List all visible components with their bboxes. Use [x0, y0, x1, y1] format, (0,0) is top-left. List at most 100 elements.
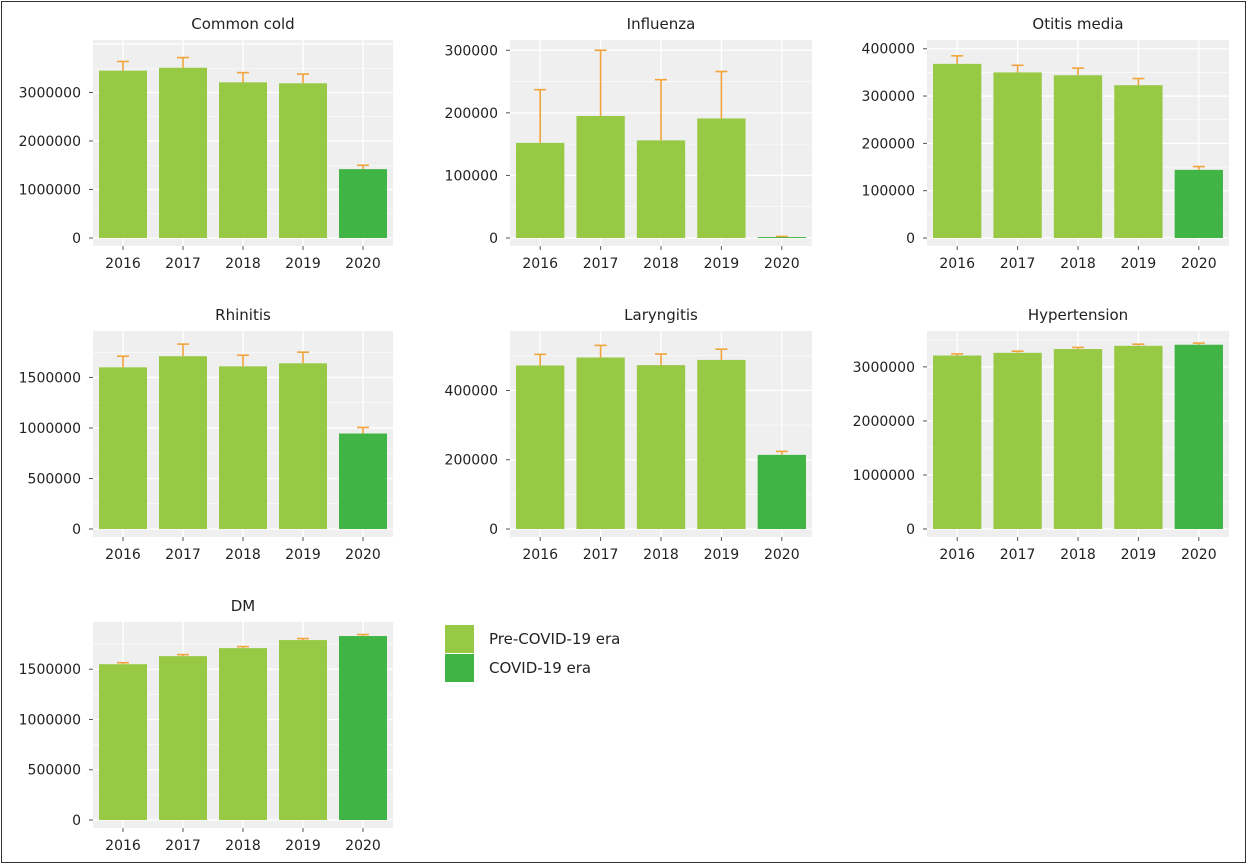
x-tick-label: 2016 [939, 547, 975, 563]
y-tick-label: 0 [72, 813, 81, 829]
y-tick-label: 200000 [445, 106, 498, 122]
bar-2019 [1114, 85, 1163, 238]
bar-2018 [1053, 349, 1103, 529]
chart-title: Influenza [627, 15, 696, 33]
y-tick-label: 300000 [862, 89, 915, 105]
chart-title: Common cold [191, 15, 294, 33]
chart-title: Hypertension [1028, 306, 1128, 324]
bar-2019 [279, 363, 327, 529]
x-tick-label: 2020 [345, 256, 381, 272]
y-tick-label: 200000 [862, 136, 915, 152]
bar-2016 [99, 664, 147, 820]
y-tick-label: 0 [489, 231, 498, 247]
bar-2020 [339, 636, 387, 820]
chart-dm: DM 0 500000 1000000 1500000 2016 2017 2018 2019 2… [19, 597, 393, 854]
y-tick-label: 3000000 [853, 360, 915, 376]
y-tick-label: 1000000 [19, 183, 81, 199]
x-tick-label: 2016 [105, 547, 141, 563]
x-tick-label: 2018 [225, 547, 261, 563]
bar-2018 [636, 365, 686, 529]
x-tick-label: 2018 [225, 838, 261, 854]
x-tick-label: 2016 [105, 256, 141, 272]
bar-2020 [757, 237, 806, 238]
x-tick-label: 2018 [1060, 547, 1096, 563]
x-tick-label: 2019 [285, 256, 321, 272]
bar-2016 [99, 70, 147, 238]
y-tick-label: 1000000 [853, 468, 915, 484]
x-tick-label: 2019 [285, 547, 321, 563]
chart-hypertension: Hypertension 0 1000000 2000000 3000000 2016 20… [853, 306, 1229, 563]
bar-2019 [1114, 345, 1163, 529]
x-tick-label: 2018 [643, 256, 679, 272]
bar-2016 [516, 142, 565, 238]
x-tick-label: 2017 [1000, 547, 1036, 563]
x-tick-label: 2020 [764, 256, 800, 272]
chart-laryngitis: Laryngitis 0 200000 400000 2016 2017 2018 2019 2… [445, 306, 812, 563]
bar-2020 [1174, 344, 1223, 529]
bar-2019 [279, 83, 327, 238]
y-tick-label: 1000000 [19, 421, 81, 437]
x-tick-label: 2017 [165, 256, 201, 272]
bar-2018 [1053, 75, 1103, 238]
y-tick-label: 500000 [28, 763, 81, 779]
bar-2016 [933, 355, 982, 529]
bar-2019 [697, 359, 746, 529]
x-tick-label: 2020 [345, 547, 381, 563]
bar-2017 [993, 352, 1042, 529]
bar-2017 [576, 357, 625, 529]
y-tick-label: 1500000 [19, 370, 81, 386]
bar-2017 [576, 115, 625, 238]
x-tick-label: 2017 [583, 547, 619, 563]
y-tick-label: 0 [72, 522, 81, 538]
bar-2018 [636, 140, 686, 238]
y-tick-label: 0 [489, 522, 498, 538]
y-tick-label: 2000000 [853, 414, 915, 430]
bar-2020 [1174, 169, 1223, 238]
bar-2016 [516, 365, 565, 529]
x-tick-label: 2017 [583, 256, 619, 272]
chart-title: DM [231, 597, 256, 615]
y-tick-label: 3000000 [19, 86, 81, 102]
x-tick-label: 2017 [165, 547, 201, 563]
bar-2020 [757, 454, 806, 529]
x-tick-label: 2018 [225, 256, 261, 272]
y-tick-label: 300000 [445, 43, 498, 59]
x-tick-label: 2019 [704, 547, 740, 563]
legend-item-pre-covid: Pre-COVID-19 era [445, 624, 620, 653]
y-tick-label: 0 [72, 231, 81, 247]
bar-2019 [697, 118, 746, 238]
x-tick-label: 2020 [1181, 547, 1217, 563]
x-tick-label: 2020 [345, 838, 381, 854]
legend: Pre-COVID-19 era COVID-19 era [445, 624, 620, 682]
chart-influenza: Influenza 0 100000 200000 300000 2016 2017 2018… [445, 15, 812, 272]
legend-swatch-covid [445, 653, 474, 682]
bar-2020 [339, 169, 387, 238]
chart-title: Rhinitis [215, 306, 271, 324]
x-tick-label: 2018 [643, 547, 679, 563]
x-tick-label: 2020 [1181, 256, 1217, 272]
x-tick-label: 2016 [522, 256, 558, 272]
chart-rhinitis: Rhinitis 0 500000 1000000 1500000 2016 2017 201… [19, 306, 393, 563]
legend-label-pre-covid: Pre-COVID-19 era [489, 629, 621, 648]
x-tick-label: 2020 [764, 547, 800, 563]
y-tick-label: 400000 [445, 383, 498, 399]
x-tick-label: 2019 [285, 838, 321, 854]
y-tick-label: 100000 [862, 184, 915, 200]
bar-2018 [219, 82, 267, 238]
x-tick-label: 2016 [939, 256, 975, 272]
x-tick-label: 2019 [1121, 256, 1157, 272]
y-tick-label: 1500000 [19, 662, 81, 678]
chart-otitis-media: Otitis media 0 100000 200000 300000 400000 201… [862, 15, 1229, 272]
chart-title: Laryngitis [624, 306, 698, 324]
chart-common-cold: Common cold 0 1000000 2000000 3000000 2016 201… [19, 15, 393, 272]
x-tick-label: 2017 [165, 838, 201, 854]
y-tick-label: 100000 [445, 168, 498, 184]
x-tick-label: 2017 [1000, 256, 1036, 272]
bar-2016 [933, 63, 982, 238]
x-tick-label: 2016 [105, 838, 141, 854]
bar-2019 [279, 640, 327, 820]
x-tick-label: 2019 [1121, 547, 1157, 563]
legend-label-covid: COVID-19 era [489, 658, 592, 677]
bar-2018 [219, 366, 267, 529]
